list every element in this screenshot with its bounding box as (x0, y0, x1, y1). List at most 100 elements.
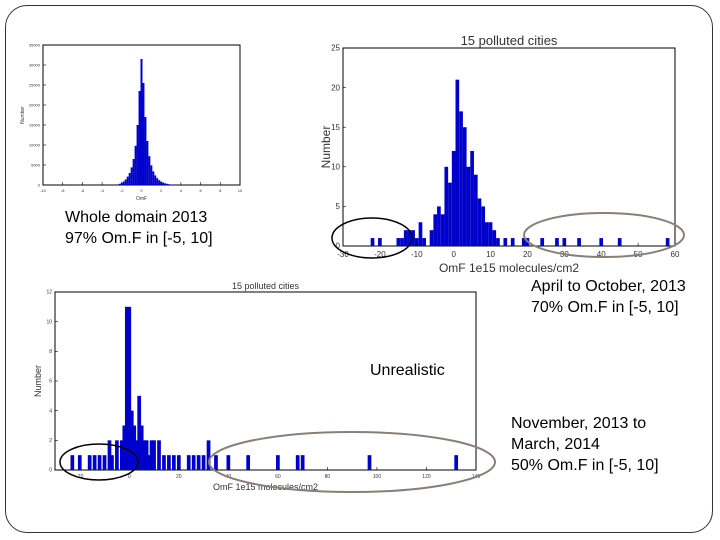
slide-frame (5, 5, 713, 533)
chart1-bar (492, 230, 497, 246)
chart2-y-tick-label: 2 (49, 438, 52, 444)
chart1-bar (403, 230, 408, 246)
chart2-bar (276, 455, 280, 470)
caption-april-line1: April to October, 2013 (531, 278, 686, 295)
caption-november-line2: March, 2014 (511, 436, 600, 453)
chart1-y-tick-label: 20 (331, 83, 340, 92)
chart1-y-tick-label: 25 (331, 44, 340, 53)
chart1-bar (459, 111, 463, 246)
chart0-bar (136, 125, 139, 185)
chart2-y-tick-label: 0 (49, 468, 52, 474)
chart1-x-tick-label: 40 (597, 250, 606, 259)
chart1-y-axis-label: Number (319, 126, 333, 169)
chart0-bar (116, 184, 119, 185)
chart2-bar (129, 410, 134, 470)
chart0-bar (146, 141, 149, 185)
negative-outlier-ellipse-top (331, 217, 413, 259)
chart2-y-tick-label: 10 (46, 319, 52, 325)
chart0-bar (148, 156, 151, 185)
chart0-bar (166, 183, 169, 185)
negative-outlier-ellipse-bottom (59, 443, 139, 481)
chart0-x-tick-label: 2 (160, 188, 163, 193)
chart2-x-tick-label: 60 (275, 474, 281, 480)
chart1-y-tick-label: 5 (336, 202, 341, 211)
chart0-y-tick-label: 15000 (29, 122, 41, 127)
chart2-bar (110, 455, 114, 470)
chart1-x-tick-label: -10 (411, 250, 423, 259)
chart2-x-tick-label: 20 (176, 474, 182, 480)
chart2-bar (147, 455, 151, 470)
positive-outlier-ellipse-top (523, 212, 685, 258)
chart2-bar (87, 455, 92, 470)
chart2-bar (142, 440, 147, 470)
chart0-y-tick-label: 10000 (29, 142, 41, 147)
chart1-y-tick-label: 15 (331, 123, 340, 132)
chart1-x-tick-label: -30 (337, 250, 349, 259)
chart0-x-tick-label: -8 (61, 188, 65, 193)
caption-unrealistic: Unrealistic (370, 360, 445, 381)
chart0-y-tick-label: 30000 (29, 62, 41, 67)
caption-april-line2: 70% Om.F in [-5, 10] (531, 299, 679, 316)
chart0-y-axis-label: Number (20, 106, 26, 124)
caption-november-line1: November, 2013 to (511, 415, 647, 432)
chart0-bar (132, 159, 135, 185)
chart1-bar (481, 206, 486, 246)
chart1-bar (470, 150, 474, 246)
chart1-bar (414, 238, 419, 246)
chart0-bar (156, 178, 159, 185)
chart2-bar (295, 455, 300, 470)
chart1-bar (396, 238, 401, 246)
chart2-bar (367, 455, 372, 470)
chart1-bar (599, 238, 604, 246)
chart1-y-tick-label: 0 (336, 242, 341, 251)
chart0-bar (138, 91, 141, 185)
chart0-x-tick-label: 10 (238, 188, 243, 193)
chart0-bar (118, 183, 121, 185)
chart2-bar (176, 455, 181, 470)
chart2-bar (120, 440, 124, 470)
chart1-bar (462, 127, 467, 246)
chart2-bar (454, 455, 459, 470)
chart2-bar (157, 440, 161, 470)
chart1-bar (665, 238, 670, 246)
chart2-bar (172, 455, 176, 470)
chart1-x-tick-label: 10 (486, 250, 495, 259)
chart2-x-tick-label: 120 (422, 474, 431, 480)
chart2-bar (152, 440, 156, 470)
chart2-bar (107, 440, 112, 470)
chart2-y-tick-label: 6 (49, 379, 52, 385)
chart1-bar (577, 238, 581, 246)
chart2-bar (162, 455, 166, 470)
chart2-bar (196, 455, 201, 470)
chart0-y-tick-label: 0 (38, 182, 41, 187)
chart0-bar (126, 176, 129, 185)
chart2-bar (186, 455, 191, 470)
chart1-bar (540, 238, 545, 246)
chart1-bar (488, 222, 493, 246)
chart2-bar (191, 455, 196, 470)
caption-unrealistic-text: Unrealistic (370, 362, 445, 379)
chart2-y-axis-label: Number (33, 365, 43, 397)
chart2-bar (115, 440, 119, 470)
chart2-bar (226, 455, 231, 470)
chart0-x-tick-label: 0 (140, 188, 143, 193)
chart1-bar (503, 238, 508, 246)
chart2-bar (139, 425, 144, 470)
chart0-bar (154, 175, 157, 185)
caption-november-march: November, 2013 to March, 2014 50% Om.F in … (511, 413, 659, 476)
chart2-bar (144, 440, 149, 470)
chart2-bar (137, 395, 142, 470)
chart0-bar (150, 165, 153, 185)
chart0-bar (144, 117, 147, 185)
chart2-bar (214, 455, 218, 470)
chart0-bar (130, 167, 133, 185)
caption-november-line3: 50% Om.F in [-5, 10] (511, 457, 659, 474)
chart2-x-axis-label: OmF 1e15 molecules/cm2 (213, 482, 318, 492)
chart2-y-tick-label: 12 (46, 290, 52, 296)
chart1-bar (444, 166, 449, 246)
chart0-y-tick-label: 35000 (29, 42, 41, 47)
chart2-bar (246, 455, 251, 470)
